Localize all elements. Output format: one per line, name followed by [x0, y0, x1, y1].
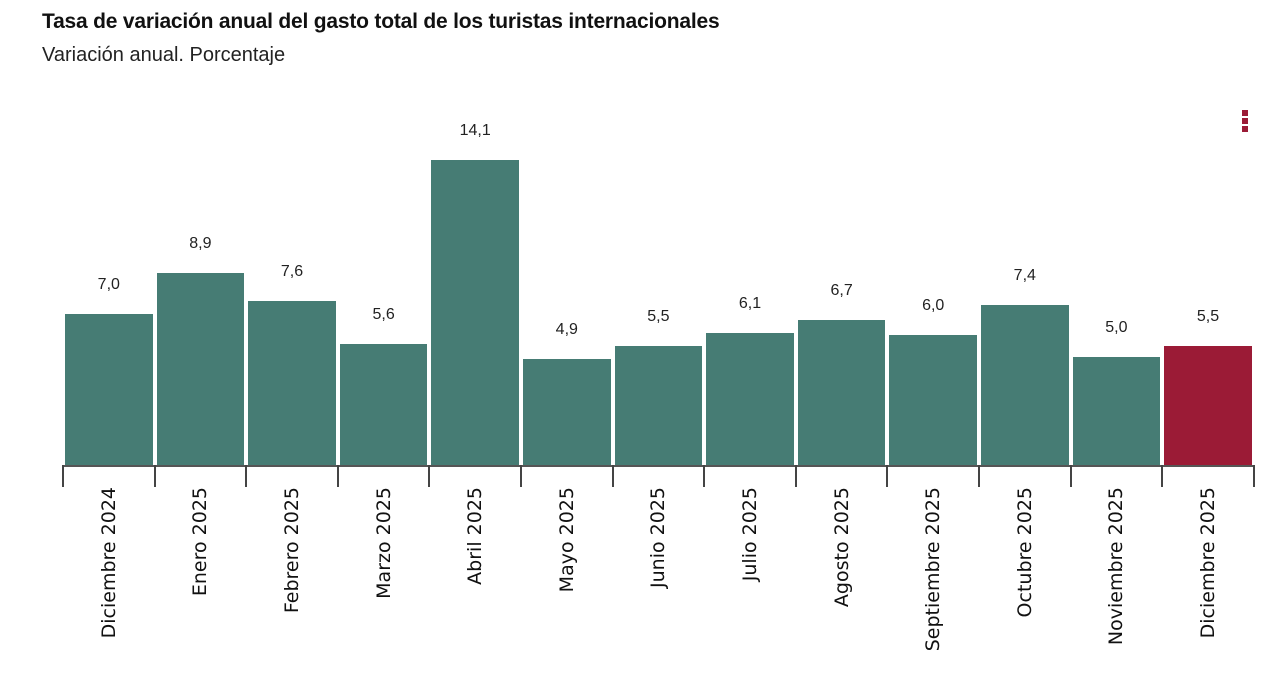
data-label: 8,9: [189, 235, 212, 252]
x-axis-tick: [153, 465, 156, 487]
x-axis-tick: [62, 465, 64, 487]
x-axis-tick: [794, 465, 797, 487]
x-axis-tick: [336, 465, 339, 487]
x-axis-label: Abril 2025: [464, 487, 487, 585]
data-label: 6,7: [830, 282, 853, 299]
x-axis-tick: [703, 465, 706, 487]
data-label: 4,9: [555, 321, 578, 338]
chart-title: Tasa de variación anual del gasto total …: [42, 10, 720, 33]
x-axis-label: Julio 2025: [739, 487, 761, 582]
x-axis-tick: [245, 465, 248, 487]
x-axis-tick: [1161, 465, 1164, 487]
x-axis-tick: [886, 465, 889, 487]
bar[interactable]: [889, 335, 977, 465]
data-label: 7,4: [1013, 267, 1036, 284]
bar[interactable]: [156, 273, 245, 465]
bar[interactable]: [523, 359, 611, 465]
bar[interactable]: [1072, 357, 1161, 465]
x-axis-tick: [1069, 465, 1072, 487]
data-label: 5,5: [1196, 308, 1220, 325]
x-axis-label: Diciembre 2025: [1197, 487, 1219, 639]
x-axis-tick: [611, 465, 614, 487]
bar[interactable]: [706, 333, 794, 465]
bar[interactable]: [981, 305, 1069, 465]
data-label: 7,0: [97, 276, 120, 293]
bar[interactable]: [1164, 346, 1252, 465]
x-axis-tick: [520, 465, 522, 487]
x-axis-label: Octubre 2025: [1013, 487, 1036, 618]
data-label: 5,6: [372, 306, 395, 323]
data-label: 7,6: [280, 263, 304, 280]
bar[interactable]: [248, 301, 336, 465]
data-label: 5,5: [647, 308, 670, 325]
bar[interactable]: [614, 346, 703, 465]
x-axis-label: Noviembre 2025: [1105, 487, 1128, 646]
vertical-dots-menu-icon[interactable]: [1238, 110, 1252, 136]
data-label: 6,1: [738, 295, 762, 312]
x-axis-label: Agosto 2025: [830, 487, 853, 608]
x-axis-tick: [978, 465, 980, 487]
x-axis-label: Marzo 2025: [372, 487, 395, 599]
x-axis-label: Enero 2025: [189, 487, 212, 597]
bar[interactable]: [65, 314, 153, 465]
bar[interactable]: [431, 160, 519, 465]
x-axis-label: Mayo 2025: [555, 487, 578, 593]
x-axis-label: Diciembre 2024: [97, 487, 120, 639]
chart-subtitle: Variación anual. Porcentaje: [42, 44, 286, 66]
x-axis-label: Febrero 2025: [281, 487, 303, 614]
data-label: 14,1: [459, 122, 491, 139]
x-axis-tick: [428, 465, 431, 487]
bar[interactable]: [339, 344, 428, 465]
bar[interactable]: [797, 320, 886, 465]
data-label: 5,0: [1105, 319, 1128, 336]
x-axis-label: Junio 2025: [647, 487, 670, 588]
data-label: 6,0: [922, 297, 945, 314]
x-axis-tick: [1252, 465, 1255, 487]
x-axis-label: Septiembre 2025: [922, 487, 945, 652]
x-axis-line: [62, 465, 1253, 467]
